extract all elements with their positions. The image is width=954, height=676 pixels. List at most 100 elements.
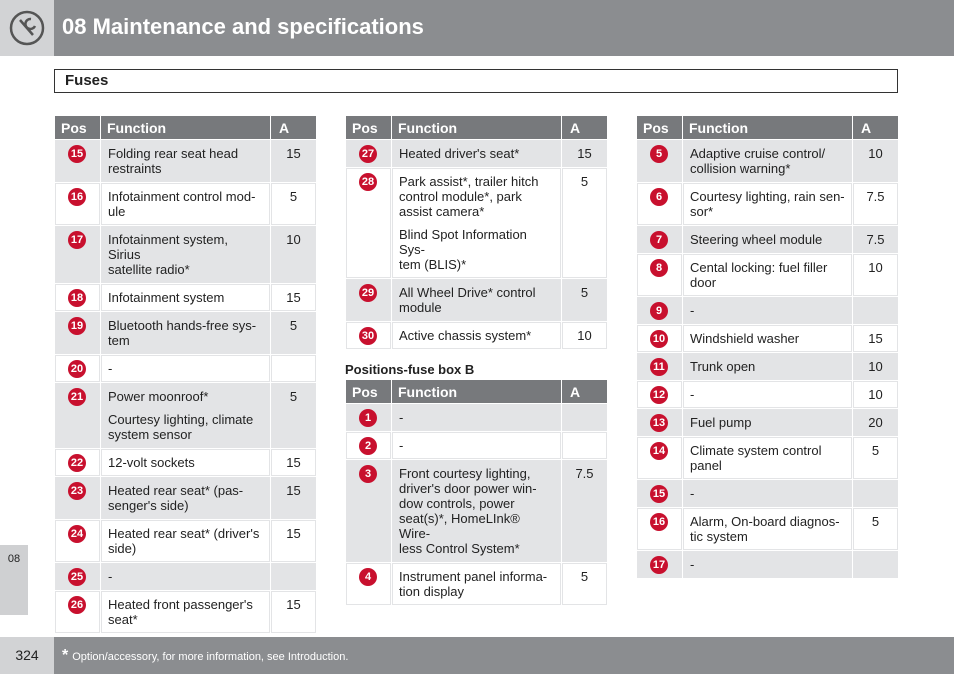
pos-badge: 24: [68, 525, 86, 543]
pos-badge: 2: [359, 437, 377, 455]
function-text: -: [108, 569, 113, 584]
function-text: Heated driver's seat*: [399, 146, 520, 161]
column-header: Function: [101, 116, 270, 139]
amp-cell: 5: [562, 563, 607, 605]
side-tab: 08: [0, 545, 28, 615]
function-cell: Windshield washer: [683, 325, 852, 352]
fuse-row: 10 Windshield washer 15: [637, 325, 898, 352]
pos-badge: 13: [650, 414, 668, 432]
pos-cell: 30: [346, 322, 391, 349]
column-header: A: [562, 116, 607, 139]
amp-value: 5: [871, 443, 880, 458]
function-cell: All Wheel Drive* control module: [392, 279, 561, 321]
header-bar: 08 Maintenance and specifications: [0, 0, 954, 56]
amp-cell: 15: [562, 140, 607, 167]
fuse-row: 16 Alarm, On-board diagnos- tic system 5: [637, 508, 898, 550]
fuse-table: Pos Function A 27 Heated driver's seat* 15 28 P…: [345, 115, 608, 350]
function-cell: Front courtesy lighting, driver's door p…: [392, 460, 561, 562]
function-text: -: [108, 361, 113, 376]
pos-cell: 9: [637, 297, 682, 324]
function-text: Trunk open: [690, 359, 756, 374]
column: Pos Function A 27 Heated driver's seat* 15 28 P…: [345, 115, 608, 606]
pos-badge: 11: [650, 358, 668, 376]
pos-cell: 28: [346, 168, 391, 278]
pos-badge: 5: [650, 145, 668, 163]
amp-cell: 7.5: [853, 226, 898, 253]
function-text: Bluetooth hands-free sys- tem: [108, 318, 257, 348]
amp-cell: [271, 563, 316, 590]
pos-badge: 26: [68, 596, 86, 614]
pos-cell: 21: [55, 383, 100, 448]
column-header: A: [562, 380, 607, 403]
fuse-row: 8 Cental locking: fuel filler door 10: [637, 254, 898, 296]
amp-cell: 15: [271, 477, 316, 519]
fuse-table: Pos Function A 1-2-3 Front courtesy lighting…: [345, 379, 608, 606]
pos-cell: 27: [346, 140, 391, 167]
amp-value: 15: [577, 146, 592, 161]
fuse-row: 6 Courtesy lighting, rain sen- sor* 7.5: [637, 183, 898, 225]
pos-badge: 19: [68, 317, 86, 335]
function-text: Active chassis system*: [399, 328, 532, 343]
pos-cell: 17: [637, 551, 682, 578]
pos-badge: 15: [68, 145, 86, 163]
page-number: 324: [0, 637, 54, 674]
function-cell: Infotainment system: [101, 284, 270, 311]
function-cell: Infotainment control mod- ule: [101, 183, 270, 225]
function-cell: -: [101, 355, 270, 382]
amp-cell: 10: [853, 353, 898, 380]
pos-badge: 20: [68, 360, 86, 378]
amp-cell: 10: [562, 322, 607, 349]
amp-value: 15: [286, 483, 301, 498]
fuse-row: 19 Bluetooth hands-free sys- tem 5: [55, 312, 316, 354]
function-cell: Trunk open: [683, 353, 852, 380]
fuse-row: 18 Infotainment system 15: [55, 284, 316, 311]
amp-value: 10: [868, 146, 883, 161]
pos-badge: 28: [359, 173, 377, 191]
column-header: Pos: [346, 380, 391, 403]
function-text: Park assist*, trailer hitch control modu…: [399, 174, 539, 219]
amp-cell: 10: [853, 254, 898, 296]
fuse-row: 11 Trunk open 10: [637, 353, 898, 380]
pos-badge: 18: [68, 289, 86, 307]
function-cell: Cental locking: fuel filler door: [683, 254, 852, 296]
function-text: -: [399, 438, 404, 453]
page-title: 08 Maintenance and specifications: [62, 14, 424, 39]
function-text: -: [399, 410, 404, 425]
amp-cell: 15: [271, 520, 316, 562]
amp-cell: 5: [562, 168, 607, 278]
function-cell: Steering wheel module: [683, 226, 852, 253]
fuse-row: 28 Park assist*, trailer hitch control mo…: [346, 168, 607, 278]
column-header: A: [853, 116, 898, 139]
amp-value: 15: [286, 290, 301, 305]
function-text: Fuel pump: [690, 415, 752, 430]
pos-cell: 6: [637, 183, 682, 225]
amp-value: 5: [289, 189, 298, 204]
function-text: Folding rear seat head restraints: [108, 146, 239, 176]
amp-value: 5: [580, 285, 589, 300]
footnote-mark: *: [62, 647, 69, 664]
function-text: Adaptive cruise control/ collision warni…: [690, 146, 826, 176]
column: Pos Function A 5 Adaptive cruise control/ co…: [636, 115, 899, 579]
amp-value: 5: [871, 514, 880, 529]
pos-cell: 24: [55, 520, 100, 562]
function-cell: -: [392, 432, 561, 459]
pos-badge: 17: [68, 231, 86, 249]
function-cell: Adaptive cruise control/ collision warni…: [683, 140, 852, 182]
function-text: Heated front passenger's seat*: [108, 597, 253, 627]
fuse-row: 21 Power moonroof* Courtesy lighting, clim…: [55, 383, 316, 448]
amp-value: 15: [286, 146, 301, 161]
pos-badge: 29: [359, 284, 377, 302]
header-icon: [0, 0, 54, 56]
fuse-row: 15 Folding rear seat head restraints 15: [55, 140, 316, 182]
fuse-row: 15 -: [637, 480, 898, 507]
function-cell: Fuel pump: [683, 409, 852, 436]
pos-cell: 4: [346, 563, 391, 605]
amp-value: 10: [868, 359, 883, 374]
fuse-row: 4 Instrument panel informa- tion display 5: [346, 563, 607, 605]
fuse-row: 1-: [346, 404, 607, 431]
amp-cell: 15: [271, 591, 316, 633]
pos-cell: 13: [637, 409, 682, 436]
fuse-row: 5 Adaptive cruise control/ collision warn…: [637, 140, 898, 182]
function-cell: -: [101, 563, 270, 590]
